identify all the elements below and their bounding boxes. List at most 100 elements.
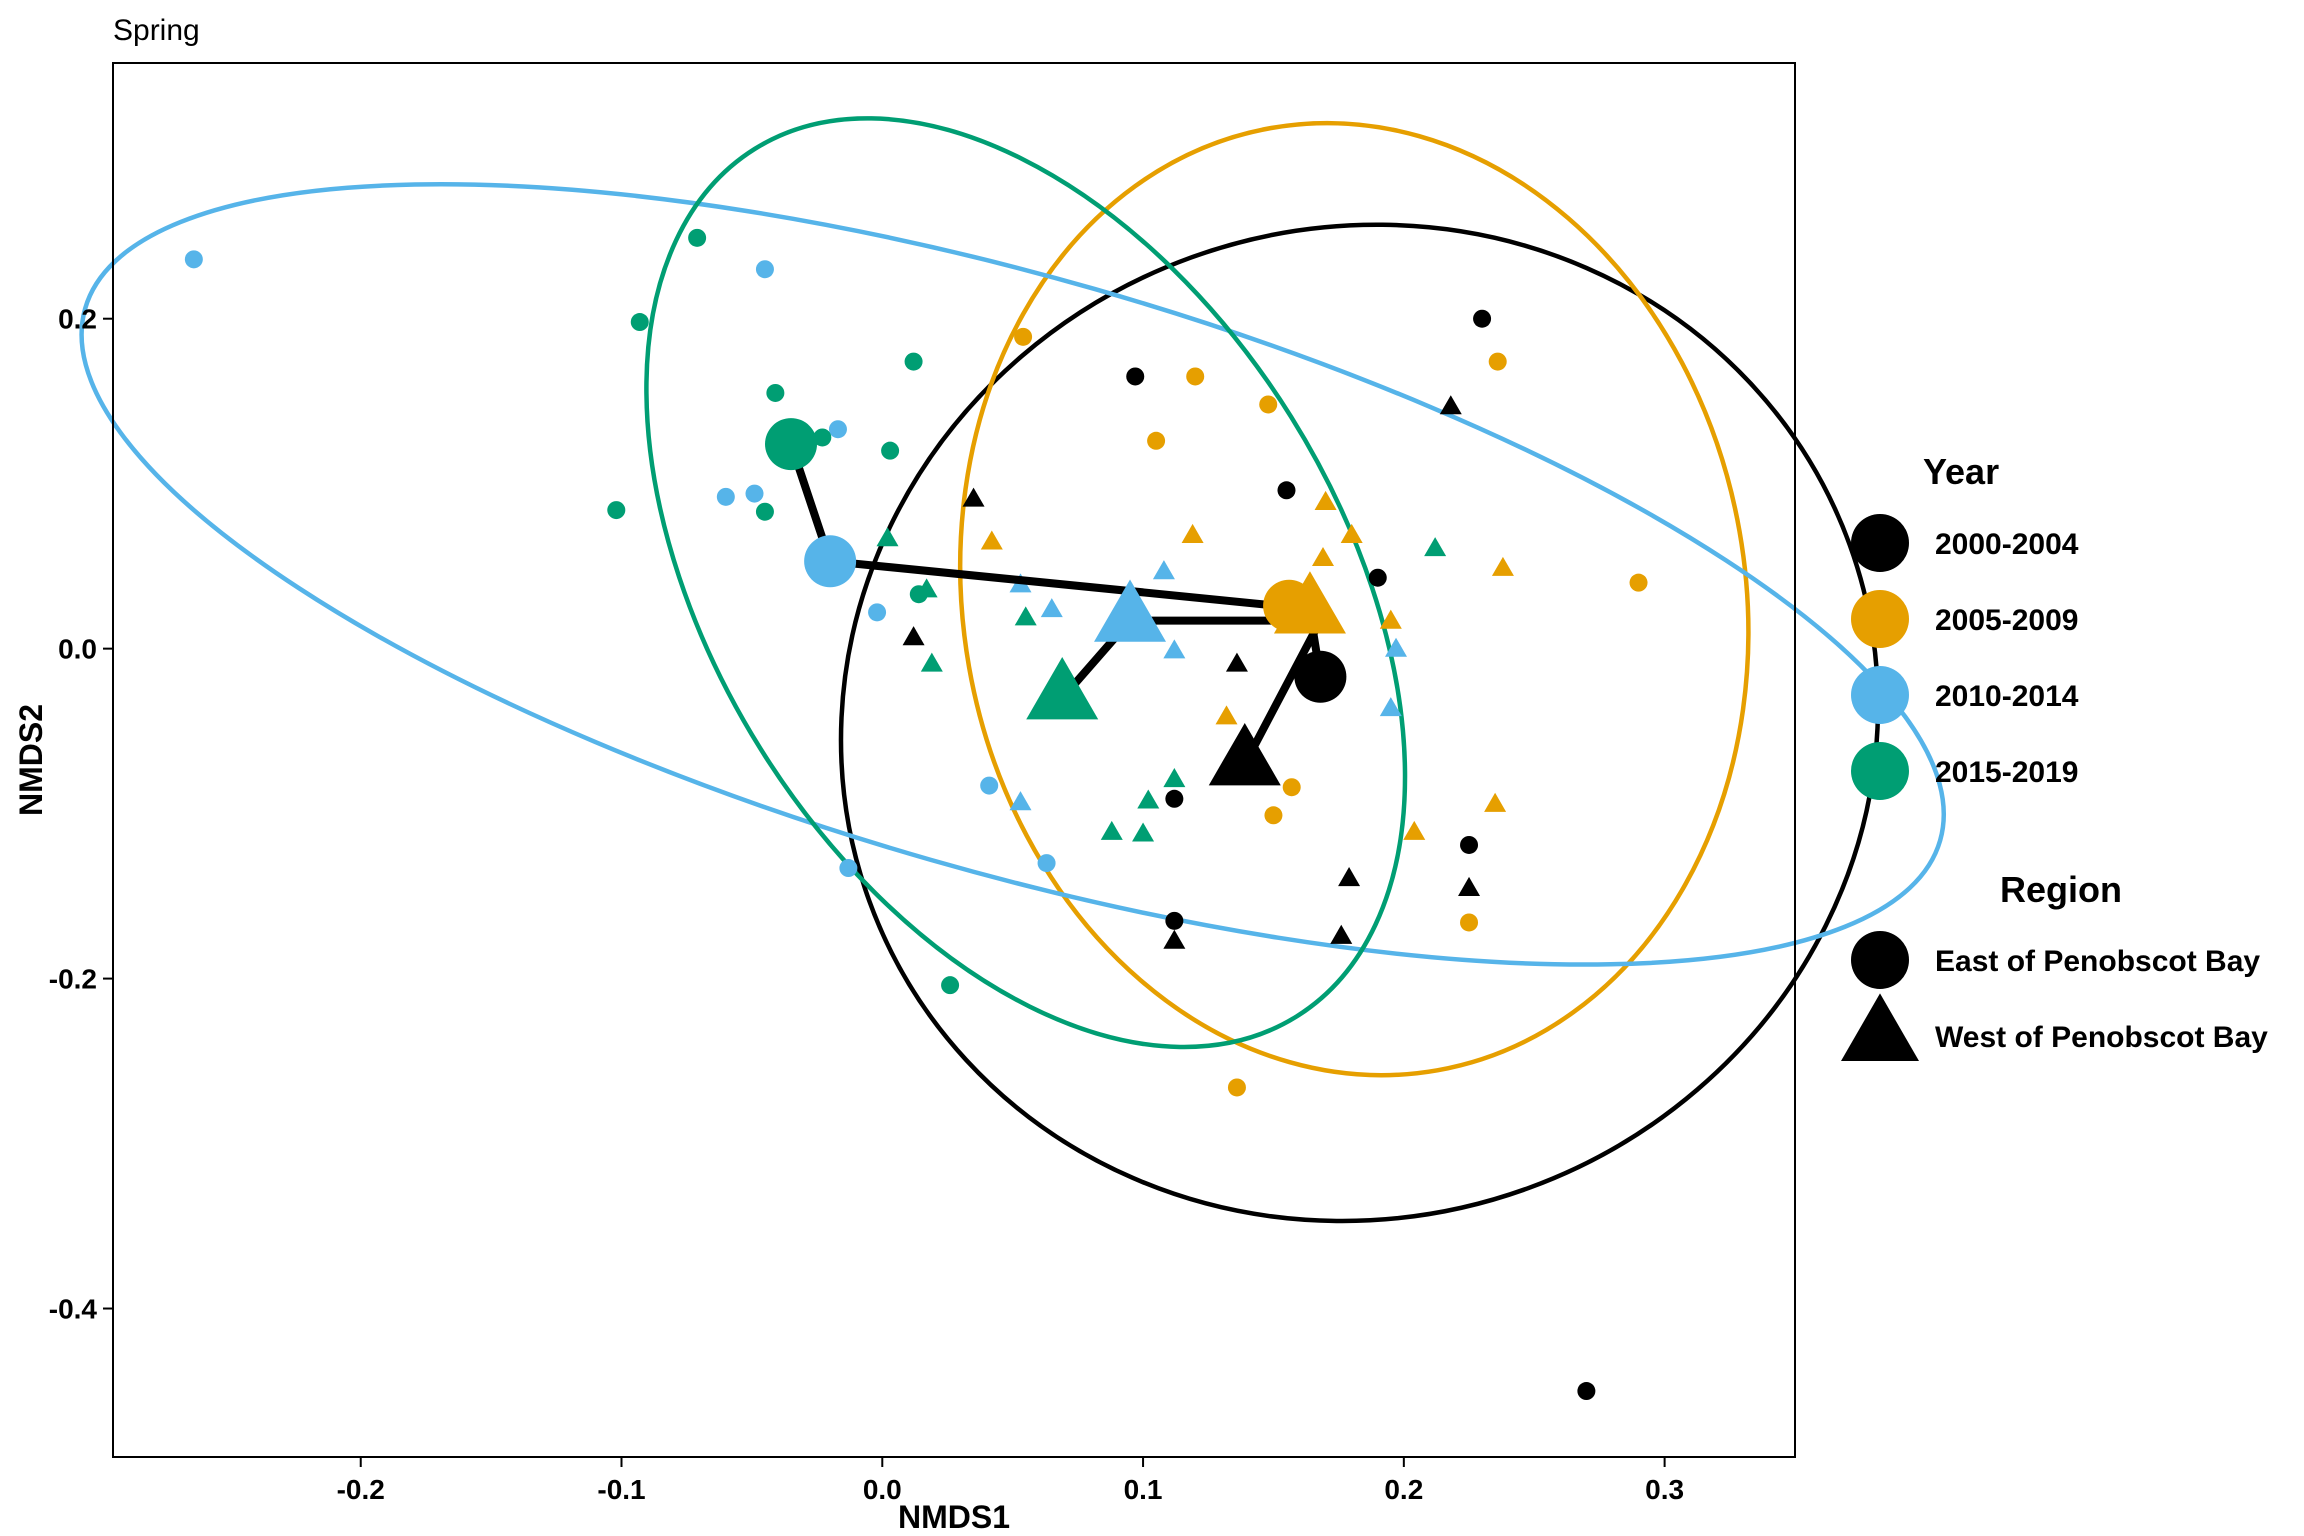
point-east-2010-2014	[755, 260, 774, 279]
point-east-2000-2004	[1165, 911, 1184, 930]
y-tick-label: 0.0	[58, 634, 97, 665]
point-west-2015-2019	[1424, 537, 1447, 557]
centroid-east-2000-2004	[1294, 650, 1347, 703]
point-west-2010-2014	[1385, 637, 1408, 657]
point-east-2000-2004	[1473, 309, 1492, 328]
y-axis: 0.2 0.0 -0.2 -0.4	[49, 304, 113, 1325]
point-east-2000-2004	[1460, 835, 1479, 854]
centroid-east-2010-2014	[804, 535, 857, 588]
centroid-west-2005-2009	[1273, 571, 1346, 634]
region-legend-title: Region	[2000, 869, 2122, 910]
ellipse-2010-2014	[79, 182, 1947, 967]
point-west-2005-2009	[1314, 490, 1337, 510]
legend-key-2005-2009	[1851, 590, 1909, 648]
point-west-2005-2009	[980, 530, 1003, 550]
centroid-west-2010-2014	[1094, 579, 1167, 642]
point-west-2005-2009	[1484, 792, 1507, 812]
point-west-2015-2019	[1137, 789, 1160, 809]
plot-panel	[79, 62, 1947, 1458]
point-east-2015-2019	[904, 352, 923, 371]
legend-label-year: 2010-2014	[1935, 680, 2079, 713]
region-legend-items: East of Penobscot Bay West of Penobscot B…	[1841, 931, 2268, 1061]
point-east-2000-2004	[1368, 568, 1387, 587]
point-east-2010-2014	[980, 776, 999, 795]
point-west-2015-2019	[1100, 820, 1123, 840]
point-east-2005-2009	[1259, 395, 1278, 414]
point-west-2015-2019	[1014, 606, 1037, 626]
point-east-2005-2009	[1186, 367, 1205, 386]
legend-label-year: 2015-2019	[1935, 756, 2078, 789]
chart-title: Spring	[113, 14, 200, 47]
point-east-2015-2019	[607, 501, 626, 520]
point-west-2015-2019	[1163, 768, 1186, 788]
centroid-west-2015-2019	[1026, 656, 1099, 720]
legend-key-triangle	[1841, 993, 1919, 1061]
point-west-2005-2009	[1491, 556, 1514, 576]
centroid-west-2000-2004	[1208, 722, 1281, 786]
point-east-2000-2004	[1277, 481, 1296, 500]
y-axis-label: NMDS2	[13, 704, 49, 816]
point-east-2015-2019	[813, 428, 832, 447]
point-east-2010-2014	[184, 250, 203, 269]
y-tick-label: -0.4	[49, 1294, 98, 1325]
legend-label-year: 2005-2009	[1935, 604, 2078, 637]
point-west-2000-2004	[902, 626, 925, 646]
point-west-2000-2004	[1458, 876, 1481, 896]
point-west-2010-2014	[1040, 598, 1063, 618]
legend-label-year: 2000-2004	[1935, 528, 2079, 561]
point-west-2015-2019	[920, 652, 943, 672]
legend-key-2010-2014	[1851, 666, 1909, 724]
legend-key-2000-2004	[1851, 514, 1909, 572]
point-west-2015-2019	[915, 578, 938, 598]
y-tick-label: 0.2	[58, 304, 97, 335]
point-east-2010-2014	[745, 484, 764, 503]
ellipse-2015-2019	[644, 116, 1408, 1050]
x-tick-label: 0.0	[863, 1474, 902, 1505]
x-tick-label: -0.2	[337, 1474, 385, 1505]
x-tick-label: 0.3	[1645, 1474, 1684, 1505]
centroid-east-2015-2019	[765, 418, 818, 471]
point-west-2005-2009	[1403, 820, 1426, 840]
point-west-2010-2014	[1009, 791, 1032, 811]
point-west-2010-2014	[1163, 639, 1186, 659]
point-east-2010-2014	[828, 420, 847, 439]
point-east-2015-2019	[941, 976, 960, 995]
point-east-2005-2009	[1227, 1078, 1246, 1097]
point-west-2000-2004	[1225, 652, 1248, 672]
point-east-2015-2019	[755, 502, 774, 521]
point-east-2015-2019	[766, 383, 785, 402]
point-west-2015-2019	[876, 527, 899, 547]
x-tick-label: 0.2	[1384, 1474, 1423, 1505]
point-west-2005-2009	[1215, 705, 1238, 725]
point-east-2015-2019	[630, 313, 649, 332]
centroid-markers	[765, 418, 1347, 786]
point-east-2015-2019	[688, 228, 707, 247]
point-west-2000-2004	[962, 487, 985, 507]
panel-border	[112, 62, 1796, 1458]
legend-label-region: West of Penobscot Bay	[1935, 1021, 2268, 1054]
point-east-2000-2004	[1126, 367, 1145, 386]
point-west-2010-2014	[1379, 697, 1402, 717]
point-east-2005-2009	[1147, 431, 1166, 450]
point-west-2000-2004	[1163, 929, 1186, 949]
point-west-2005-2009	[1379, 609, 1402, 629]
y-tick-label: -0.2	[49, 964, 97, 995]
x-tick-label: -0.1	[597, 1474, 645, 1505]
legend-key-circle	[1851, 931, 1909, 989]
point-west-2010-2014	[1152, 560, 1175, 580]
point-east-2000-2004	[1165, 789, 1184, 808]
ellipse-2005-2009	[957, 120, 1751, 1078]
point-west-2000-2004	[1439, 395, 1462, 415]
point-east-2005-2009	[1282, 778, 1301, 797]
point-east-2010-2014	[868, 603, 887, 622]
point-west-2000-2004	[1338, 867, 1361, 887]
data-points	[184, 228, 1648, 1401]
point-east-2010-2014	[716, 487, 735, 506]
legend-label-region: East of Penobscot Bay	[1935, 945, 2260, 978]
x-axis-label: NMDS1	[898, 1499, 1010, 1535]
point-east-2010-2014	[839, 859, 858, 878]
year-legend-title: Year	[1923, 451, 1999, 492]
legend-key-2015-2019	[1851, 742, 1909, 800]
